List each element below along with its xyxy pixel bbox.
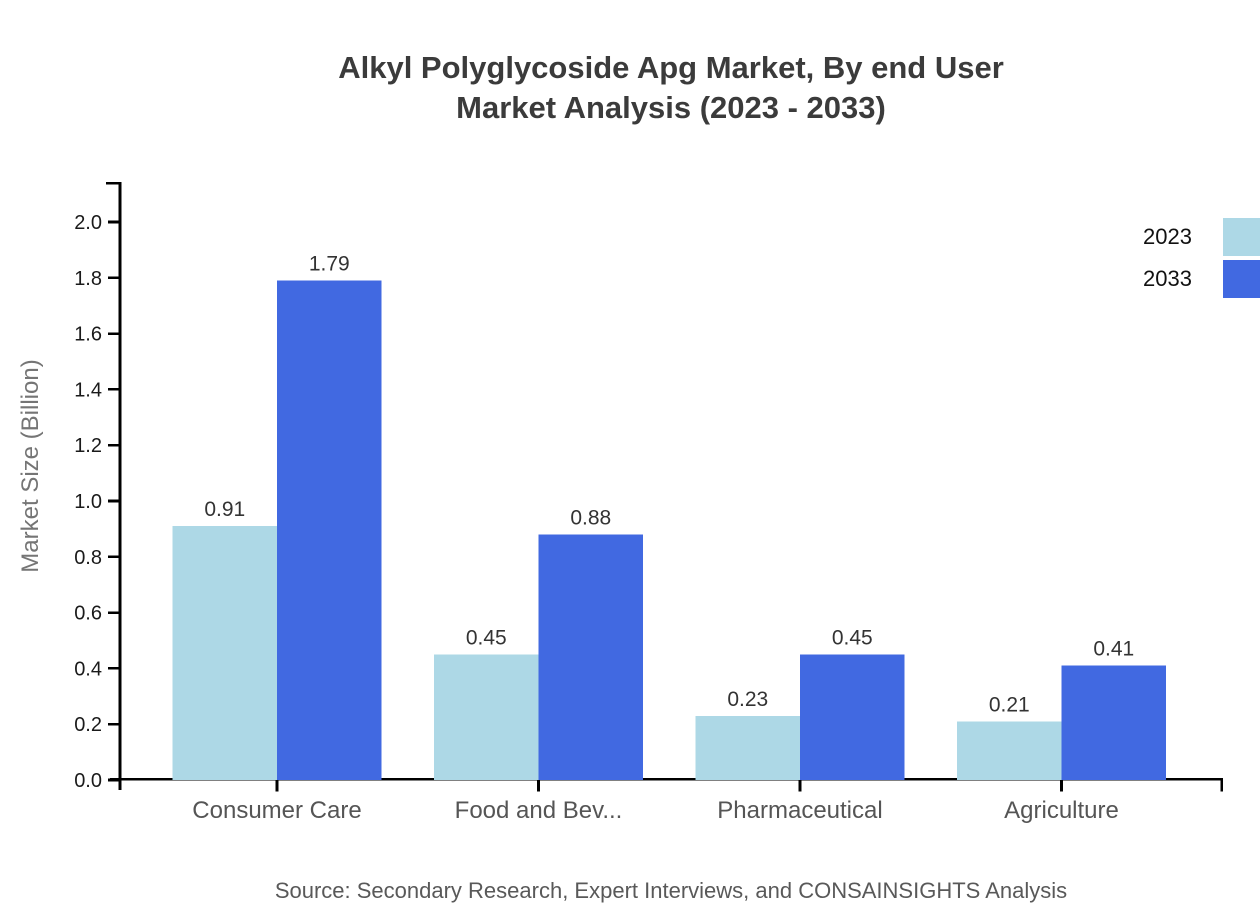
category-label-agriculture: Agriculture <box>1004 797 1119 824</box>
bar-2033-food-and-bev <box>538 534 643 780</box>
y-tick-label: 0.2 <box>74 714 102 736</box>
category-label-pharmaceutical: Pharmaceutical <box>717 797 882 824</box>
bar-2033-agriculture <box>1061 665 1166 780</box>
y-tick-label: 1.0 <box>74 491 102 513</box>
y-tick-label: 1.6 <box>74 324 102 346</box>
y-tick-label: 0.4 <box>74 658 102 680</box>
bar-2023-agriculture <box>957 721 1062 780</box>
bar-2023-pharmaceutical <box>695 715 800 780</box>
value-label-2023-consumer-care: 0.91 <box>204 498 245 521</box>
category-label-consumer-care: Consumer Care <box>192 797 361 824</box>
chart-title: Alkyl Polyglycoside Apg Market, By end U… <box>120 48 1222 128</box>
y-tick-label: 2.0 <box>74 212 102 234</box>
source-note: Source: Secondary Research, Expert Inter… <box>274 878 1068 903</box>
y-tick-label: 0.6 <box>74 603 102 625</box>
category-label-food-and-bev: Food and Bev... <box>455 797 623 824</box>
chart-title-line2: Market Analysis (2023 - 2033) <box>456 90 886 125</box>
value-label-2023-food-and-bev: 0.45 <box>466 626 507 649</box>
chart-title-line1: Alkyl Polyglycoside Apg Market, By end U… <box>338 50 1004 85</box>
y-tick-label: 1.4 <box>74 379 102 401</box>
value-label-2033-agriculture: 0.41 <box>1093 638 1134 661</box>
y-tick-label: 1.8 <box>74 268 102 290</box>
value-label-2033-pharmaceutical: 0.45 <box>832 626 873 649</box>
value-label-2033-food-and-bev: 0.88 <box>570 506 611 529</box>
y-tick-label: 0.8 <box>74 547 102 569</box>
y-axis-title: Market Size (Billion) <box>17 359 44 572</box>
value-label-2033-consumer-care: 1.79 <box>309 253 350 276</box>
legend-item-2033: 2033 <box>1143 260 1260 298</box>
legend-label-2023: 2023 <box>1143 224 1192 249</box>
legend: 2023 2033 <box>1143 218 1260 302</box>
y-tick-label: 1.2 <box>74 435 102 457</box>
legend-label-2033: 2033 <box>1143 266 1192 291</box>
legend-swatch-2033 <box>1223 260 1260 298</box>
bar-2023-food-and-bev <box>434 654 539 780</box>
bar-2033-consumer-care <box>277 280 382 780</box>
bar-2023-consumer-care <box>172 526 277 780</box>
y-tick-label: 0.0 <box>74 770 102 792</box>
legend-swatch-2023 <box>1223 218 1260 256</box>
bar-2033-pharmaceutical <box>800 654 905 780</box>
value-label-2023-pharmaceutical: 0.23 <box>727 688 768 711</box>
value-label-2023-agriculture: 0.21 <box>989 693 1030 716</box>
legend-item-2023: 2023 <box>1143 218 1260 256</box>
